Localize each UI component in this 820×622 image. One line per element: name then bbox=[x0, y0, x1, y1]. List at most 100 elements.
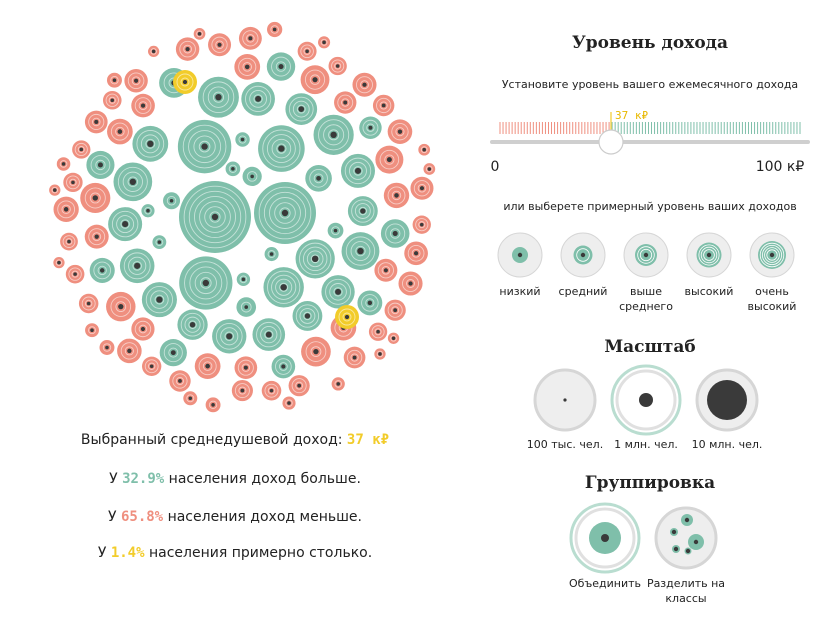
slider-graphic: 37 к₽ bbox=[490, 109, 810, 155]
population-bubble bbox=[124, 69, 148, 93]
income-level-button[interactable] bbox=[686, 232, 732, 282]
scale-option-button[interactable] bbox=[610, 364, 682, 440]
population-bubble bbox=[380, 219, 410, 248]
scale-option-button[interactable] bbox=[691, 364, 763, 440]
scale-option-label: 10 млн. чел. bbox=[691, 438, 763, 451]
population-bubble bbox=[241, 82, 275, 116]
population-bubble bbox=[372, 94, 395, 117]
population-bubble bbox=[49, 184, 61, 196]
population-bubble bbox=[179, 181, 251, 253]
population-bubble bbox=[398, 271, 423, 296]
income-level-label: выше среднего bbox=[619, 285, 673, 313]
population-bubble bbox=[343, 346, 366, 369]
population-bubble bbox=[205, 397, 221, 413]
population-bubble bbox=[53, 257, 65, 269]
population-bubble bbox=[375, 145, 404, 174]
scale-option-button[interactable] bbox=[529, 364, 601, 440]
population-bubble bbox=[254, 182, 316, 244]
population-bubble bbox=[119, 248, 155, 284]
population-bubble bbox=[212, 319, 247, 354]
population-bubble bbox=[305, 165, 332, 192]
lower-suffix: населения доход меньше. bbox=[167, 509, 362, 525]
population-bubble bbox=[258, 125, 305, 172]
level-prompt: или выберете примерный уровень ваших дох… bbox=[503, 200, 797, 213]
population-bubble bbox=[266, 52, 296, 81]
income-level-button[interactable] bbox=[560, 232, 606, 282]
population-bubble bbox=[359, 116, 382, 139]
population-bubble bbox=[152, 235, 167, 250]
population-bubble bbox=[236, 272, 251, 287]
population-bubble bbox=[141, 356, 162, 376]
population-bubble bbox=[387, 119, 413, 144]
same-income-line: У 1.4% населения примерно столько. bbox=[0, 545, 470, 561]
slider-thumb[interactable] bbox=[598, 129, 624, 155]
population-bubble bbox=[208, 33, 232, 57]
population-bubble bbox=[102, 90, 122, 110]
population-bubble bbox=[99, 340, 115, 355]
income-level-button[interactable] bbox=[623, 232, 669, 282]
population-bubble bbox=[404, 241, 428, 266]
slider-ticks bbox=[499, 122, 801, 134]
population-bubble bbox=[235, 132, 250, 147]
population-bubble bbox=[179, 256, 233, 310]
lower-prefix: У bbox=[107, 509, 117, 525]
income-slider[interactable]: 37 к₽ bbox=[490, 108, 810, 188]
higher-income-percent: 32.9% bbox=[122, 471, 165, 487]
population-bubble bbox=[80, 182, 111, 214]
grouping-option-button[interactable] bbox=[569, 502, 641, 578]
lower-income-line: У 65.8% населения доход меньше. bbox=[0, 509, 470, 525]
income-level-label: высокий bbox=[684, 285, 734, 298]
population-bubble bbox=[63, 172, 83, 193]
income-title: Уровень дохода bbox=[571, 33, 729, 53]
population-bubble bbox=[169, 370, 191, 392]
population-bubble bbox=[300, 65, 330, 95]
grouping-option-button[interactable] bbox=[650, 502, 722, 578]
population-bubble bbox=[108, 207, 143, 242]
population-bubble bbox=[334, 91, 357, 114]
population-bubble bbox=[357, 290, 383, 316]
slider-max-label: 100 к₽ bbox=[755, 159, 805, 175]
population-bubble bbox=[410, 176, 434, 200]
population-bubble bbox=[141, 204, 155, 218]
population-bubble bbox=[177, 309, 208, 340]
population-bubble bbox=[177, 119, 232, 174]
population-bubble bbox=[313, 114, 354, 155]
population-bubble bbox=[106, 291, 136, 322]
population-bubble bbox=[72, 140, 91, 159]
population-bubble bbox=[295, 239, 335, 279]
higher-income-line: У 32.9% населения доход больше. bbox=[0, 471, 470, 487]
population-bubble bbox=[383, 182, 410, 209]
income-level-button[interactable] bbox=[749, 232, 795, 282]
population-bubble bbox=[374, 348, 386, 360]
population-bubble bbox=[252, 318, 286, 351]
population-bubble bbox=[141, 282, 177, 318]
population-bubble bbox=[60, 232, 78, 251]
population-bubble bbox=[412, 215, 431, 234]
population-bubble bbox=[264, 247, 279, 262]
population-bubble bbox=[341, 232, 380, 270]
population-bubble bbox=[234, 356, 258, 380]
population-bubble bbox=[231, 380, 253, 402]
population-bubble bbox=[368, 322, 388, 341]
population-bubble bbox=[418, 143, 431, 156]
income-level-button[interactable] bbox=[497, 232, 543, 282]
population-bubble bbox=[193, 27, 206, 40]
income-level-label: средний bbox=[558, 285, 608, 298]
population-bubble bbox=[238, 26, 262, 50]
population-bubble bbox=[173, 70, 197, 94]
population-bubble bbox=[175, 37, 200, 61]
higher-prefix: У bbox=[109, 471, 118, 487]
population-bubble bbox=[423, 163, 436, 175]
population-bubble bbox=[65, 264, 85, 284]
same-income-percent: 1.4% bbox=[110, 545, 145, 561]
selected-income-value: 37 к₽ bbox=[346, 432, 390, 448]
population-bubble bbox=[117, 338, 142, 364]
population-bubble bbox=[53, 196, 79, 222]
population-bubble bbox=[236, 297, 257, 317]
population-bubble bbox=[194, 353, 221, 380]
population-bubble bbox=[89, 257, 115, 283]
population-bubble bbox=[384, 299, 406, 321]
population-bubble bbox=[132, 125, 169, 162]
population-bubble bbox=[148, 45, 160, 58]
population-bubble bbox=[301, 336, 331, 367]
